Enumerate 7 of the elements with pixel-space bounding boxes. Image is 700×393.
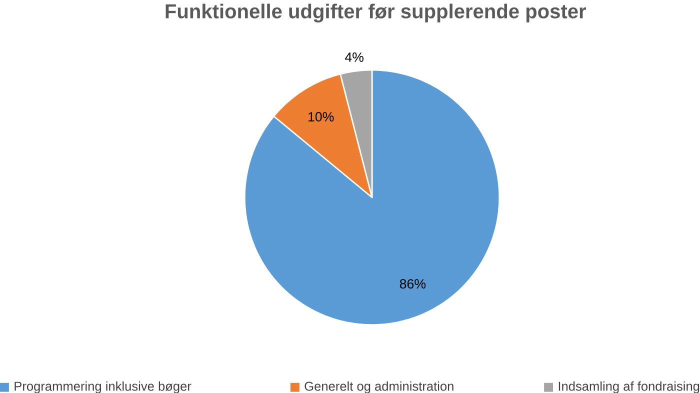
legend-label: Programmering inklusive bøger bbox=[14, 381, 192, 393]
legend-label: Indsamling af fondraising bbox=[558, 381, 700, 393]
chart-title: Funktionelle udgifter før supplerende poster bbox=[166, 4, 586, 22]
data-label: 86% bbox=[400, 278, 426, 288]
data-label: 10% bbox=[308, 112, 334, 122]
data-label: 4% bbox=[344, 52, 364, 62]
legend-label: Generelt og administration bbox=[304, 381, 454, 393]
